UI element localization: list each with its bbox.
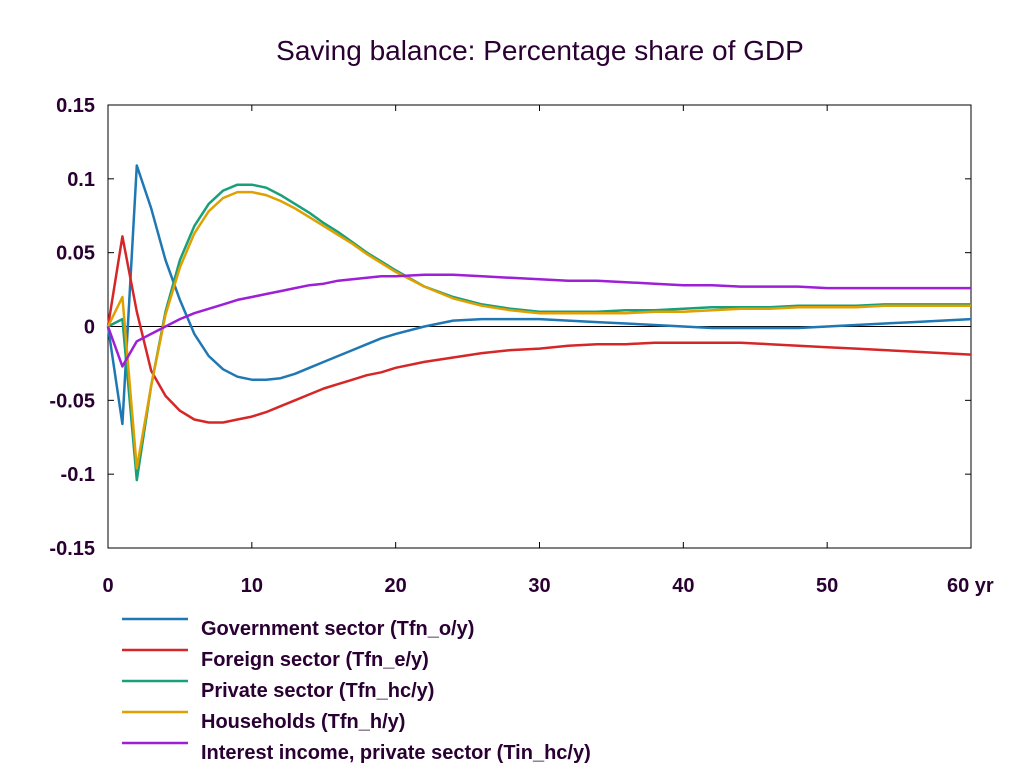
legend: Government sector (Tfn_o/y) Foreign secto… bbox=[122, 617, 591, 764]
series-lines bbox=[106, 164, 972, 482]
legend-label: Foreign sector (Tfn_e/y) bbox=[201, 649, 429, 671]
series-line bbox=[107, 183, 971, 482]
axis-tick-labels: 0 10 20 30 40 50 60 yr 0.15 0.1 0.05 0 -0.05 -0.1 -0.… bbox=[49, 95, 994, 597]
y-tick-label: -0.15 bbox=[49, 538, 95, 560]
series-line bbox=[106, 273, 971, 368]
chart-title: Saving balance: Percentage share of GDP bbox=[276, 35, 804, 66]
x-tick-label: 50 bbox=[816, 575, 838, 597]
series-line bbox=[106, 190, 971, 470]
y-tick-label: 0.05 bbox=[56, 243, 95, 265]
y-tick-label: 0.15 bbox=[56, 95, 95, 117]
x-tick-label: 20 bbox=[385, 575, 407, 597]
x-tick-label: 30 bbox=[528, 575, 550, 597]
y-tick-label: -0.05 bbox=[49, 390, 95, 412]
y-tick-label: 0 bbox=[84, 317, 95, 339]
series-line bbox=[106, 235, 972, 424]
y-tick-label: -0.1 bbox=[61, 464, 95, 486]
legend-label: Government sector (Tfn_o/y) bbox=[201, 618, 474, 640]
axis-ticks bbox=[107, 104, 972, 549]
series-line bbox=[106, 164, 972, 426]
x-tick-label: 0 bbox=[102, 575, 113, 597]
x-tick-label: 40 bbox=[672, 575, 694, 597]
x-tick-label: 10 bbox=[241, 575, 263, 597]
legend-label: Households (Tfn_h/y) bbox=[201, 711, 405, 733]
y-tick-label: 0.1 bbox=[67, 169, 95, 191]
legend-label: Interest income, private sector (Tin_hc/… bbox=[201, 742, 591, 764]
legend-label: Private sector (Tfn_hc/y) bbox=[201, 680, 434, 702]
x-tick-label: 60 yr bbox=[947, 575, 994, 597]
